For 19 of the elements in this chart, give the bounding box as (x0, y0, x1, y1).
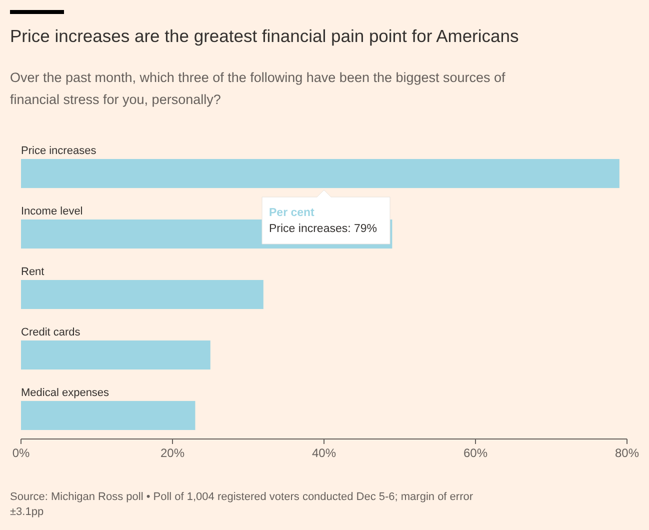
source-note: Source: Michigan Ross poll • Poll of 1,004 registered voters conducted Dec 5-6; margin of error ±3.1pp (10, 491, 474, 518)
y-tick-label: Income level (21, 205, 83, 218)
x-tick-label: 0% (12, 446, 30, 460)
x-tick-label: 80% (614, 446, 640, 460)
bar (21, 340, 210, 370)
annotation: Price increases: 79% (269, 223, 378, 235)
x-tick-label: 60% (463, 446, 488, 460)
y-tick-label: Credit cards (21, 326, 81, 338)
y-tick-label: Rent (21, 266, 44, 278)
bar (21, 280, 264, 310)
x-tick-label: 40% (312, 446, 336, 460)
y-tick-label: Price increases (21, 145, 97, 157)
x-tick-label: 20% (160, 446, 185, 460)
annotation: Per cent (269, 207, 315, 219)
bar (21, 400, 196, 430)
bar (21, 159, 620, 188)
y-tick-label: Medical expenses (21, 386, 110, 399)
chart-title: Price increases are the greatest financial pain point for Americans (10, 26, 519, 46)
chart-subtitle: Over the past month, which three of the following have been the biggest sources of financial stress for you, personally? (10, 70, 506, 107)
